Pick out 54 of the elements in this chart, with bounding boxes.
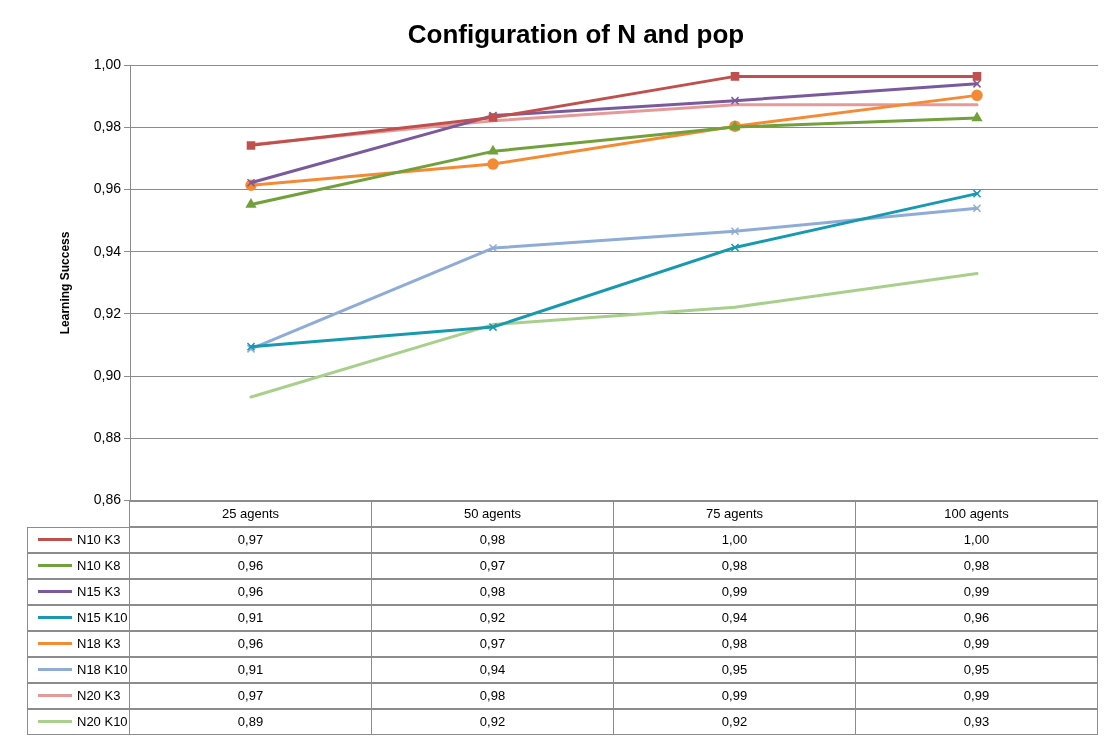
y-tick-label: 0,86 xyxy=(93,491,122,508)
data-label: 0,99 xyxy=(613,682,856,709)
data-label: 0,91 xyxy=(129,604,372,631)
y-tick-label: 0,88 xyxy=(93,429,122,446)
data-label: 0,92 xyxy=(613,708,856,735)
legend-label: N18 K3 xyxy=(77,636,121,652)
data-label: 0,98 xyxy=(371,578,614,605)
data-label: 0,97 xyxy=(129,682,372,709)
legend-label: N15 K10 xyxy=(77,610,128,626)
data-label: 0,97 xyxy=(371,630,614,657)
data-label: 0,97 xyxy=(371,552,614,579)
y-tick-label: 0,90 xyxy=(93,367,122,384)
y-tick-label: 0,96 xyxy=(93,180,122,197)
data-label: 0,99 xyxy=(613,578,856,605)
data-label: 0,93 xyxy=(855,708,1098,735)
data-label: 0,98 xyxy=(855,552,1098,579)
y-axis-title: Learning Success xyxy=(57,231,72,335)
legend-label: N20 K3 xyxy=(77,688,121,704)
data-label: 0,98 xyxy=(613,630,856,657)
data-label: 0,96 xyxy=(129,630,372,657)
data-label: 0,89 xyxy=(129,708,372,735)
data-label: 0,96 xyxy=(129,552,372,579)
data-label: 0,98 xyxy=(613,552,856,579)
data-label: 0,92 xyxy=(371,604,614,631)
legend-label: N15 K3 xyxy=(77,584,121,600)
data-label: 0,96 xyxy=(855,604,1098,631)
legend-label: N18 K10 xyxy=(77,662,128,678)
legend-label: N10 K8 xyxy=(77,558,121,574)
y-tick-label: 0,94 xyxy=(93,242,122,259)
data-label: 0,99 xyxy=(855,630,1098,657)
data-label: 0,95 xyxy=(855,656,1098,683)
data-label: 0,92 xyxy=(371,708,614,735)
data-label: 0,98 xyxy=(371,682,614,709)
x-tick-label: 100 agents xyxy=(855,500,1098,527)
data-label: 0,97 xyxy=(129,526,372,553)
data-label: 1,00 xyxy=(613,526,856,553)
data-label: 0,99 xyxy=(855,578,1098,605)
data-label: 0,94 xyxy=(371,656,614,683)
data-label: 0,98 xyxy=(371,526,614,553)
data-label: 0,91 xyxy=(129,656,372,683)
data-label: 0,95 xyxy=(613,656,856,683)
data-label: 1,00 xyxy=(855,526,1098,553)
data-label: 0,96 xyxy=(129,578,372,605)
data-label: 0,99 xyxy=(855,682,1098,709)
y-tick-label: 0,98 xyxy=(93,118,122,135)
x-tick-label: 50 agents xyxy=(371,500,614,527)
legend-label: N20 K10 xyxy=(77,714,128,730)
y-tick-label: 1,00 xyxy=(93,56,122,73)
x-tick-label: 25 agents xyxy=(129,500,372,527)
x-tick-label: 75 agents xyxy=(613,500,856,527)
data-label: 0,94 xyxy=(613,604,856,631)
chart-title: Configuration of N and pop xyxy=(407,18,745,49)
y-tick-label: 0,92 xyxy=(93,304,122,321)
legend-label: N10 K3 xyxy=(77,532,121,548)
